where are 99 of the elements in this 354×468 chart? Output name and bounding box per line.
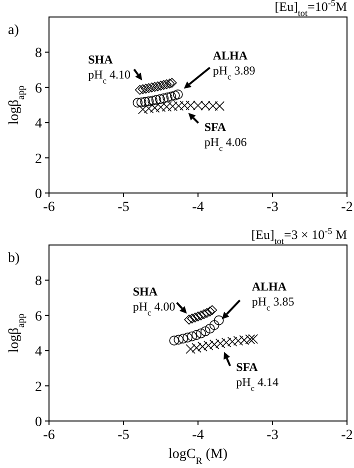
chart-title: [Eu]$_{tot}$=10$^{-5}$M bbox=[274, 0, 348, 18]
point bbox=[215, 338, 226, 348]
y-tick-label: 6 bbox=[35, 81, 42, 96]
annotation: pH$_{c}$ 3.85 bbox=[252, 294, 294, 312]
x-tick-label: -5 bbox=[118, 200, 130, 215]
point bbox=[158, 80, 169, 90]
chart-title: [Eu]$_{tot}$=3 × 10$^{-5}$ M bbox=[251, 226, 348, 246]
point bbox=[168, 101, 178, 112]
y-tick-label: 0 bbox=[35, 415, 42, 430]
point bbox=[144, 96, 154, 106]
text: SHA bbox=[88, 52, 114, 66]
point bbox=[190, 312, 200, 322]
point bbox=[132, 98, 143, 108]
y-tick-label: 8 bbox=[35, 46, 42, 62]
annotation: pH$_{c}$ 4.06 bbox=[204, 134, 247, 152]
point bbox=[172, 90, 183, 100]
point bbox=[150, 82, 160, 92]
point bbox=[233, 336, 244, 346]
y-tick-label: 0 bbox=[35, 187, 42, 202]
point bbox=[202, 308, 212, 318]
point bbox=[199, 309, 209, 320]
point bbox=[205, 306, 215, 316]
point bbox=[162, 79, 172, 90]
y-tick-label: 2 bbox=[35, 152, 42, 167]
point bbox=[205, 324, 215, 334]
point bbox=[162, 102, 172, 112]
point bbox=[186, 344, 196, 354]
point bbox=[155, 94, 165, 104]
point bbox=[196, 328, 206, 338]
point bbox=[209, 320, 220, 330]
point bbox=[182, 332, 192, 342]
point bbox=[174, 334, 184, 345]
y-tick-label: 4 bbox=[35, 116, 42, 132]
x-tick-label: -2 bbox=[341, 200, 353, 215]
point bbox=[152, 81, 163, 92]
point bbox=[158, 93, 169, 104]
text: a) bbox=[8, 23, 20, 38]
point bbox=[180, 100, 190, 110]
point bbox=[207, 305, 218, 316]
point bbox=[150, 102, 160, 113]
legend-label: SFA bbox=[204, 120, 226, 134]
point bbox=[192, 330, 202, 340]
point bbox=[166, 92, 176, 102]
point bbox=[156, 102, 166, 112]
point bbox=[196, 310, 206, 320]
point bbox=[174, 100, 184, 111]
point bbox=[221, 338, 232, 348]
point bbox=[170, 90, 180, 100]
point bbox=[136, 97, 146, 108]
annotation: pH$_{c}$ 4.00 bbox=[132, 300, 176, 318]
point bbox=[156, 80, 166, 91]
point bbox=[227, 336, 238, 347]
point bbox=[187, 314, 197, 324]
x-tick-label: -4 bbox=[192, 428, 204, 443]
annotation: pH$_{c}$ 3.89 bbox=[212, 64, 256, 82]
x-tick-label: -5 bbox=[118, 428, 130, 443]
point bbox=[162, 92, 172, 102]
point bbox=[169, 336, 180, 346]
text: ALHA bbox=[212, 48, 248, 63]
x-tick-label: -4 bbox=[192, 200, 204, 215]
y-tick-label: 6 bbox=[35, 309, 42, 324]
point bbox=[167, 78, 177, 88]
annotation: pH$_{c}$ 4.14 bbox=[236, 374, 278, 392]
point bbox=[138, 84, 148, 94]
point bbox=[198, 342, 208, 352]
point bbox=[209, 340, 220, 350]
point bbox=[164, 78, 175, 88]
point bbox=[204, 340, 214, 350]
x-tick-label: -6 bbox=[43, 200, 55, 215]
x-tick-label: -3 bbox=[266, 200, 278, 215]
point bbox=[184, 314, 194, 325]
point bbox=[193, 312, 203, 322]
point bbox=[144, 104, 154, 114]
y-tick-label: 2 bbox=[35, 380, 42, 395]
y-tick-label: 4 bbox=[35, 344, 42, 360]
x-tick-label: -6 bbox=[43, 428, 55, 443]
point bbox=[245, 334, 256, 344]
point bbox=[178, 334, 188, 344]
legend-label: SFA bbox=[236, 360, 258, 374]
y-tick-label: 8 bbox=[35, 274, 42, 290]
point bbox=[140, 96, 150, 107]
point bbox=[214, 315, 224, 326]
text: ALHA bbox=[252, 279, 287, 294]
point bbox=[200, 326, 210, 336]
point bbox=[187, 331, 197, 342]
text: b) bbox=[8, 251, 20, 266]
text: SHA bbox=[132, 284, 158, 299]
annotation: pH$_{c}$ 4.10 bbox=[88, 67, 131, 85]
point bbox=[148, 96, 158, 106]
x-tick-label: -3 bbox=[266, 428, 278, 443]
point bbox=[151, 94, 162, 105]
x-axis-title: logC$_{R}$ (M) bbox=[168, 447, 228, 466]
point bbox=[192, 342, 202, 353]
point bbox=[138, 104, 148, 114]
point bbox=[144, 83, 154, 94]
x-tick-label: -2 bbox=[341, 428, 353, 443]
point bbox=[140, 84, 151, 94]
point bbox=[146, 82, 157, 92]
point bbox=[134, 84, 145, 95]
